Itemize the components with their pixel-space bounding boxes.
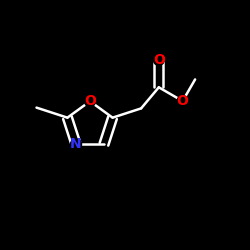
Circle shape: [153, 54, 164, 65]
Text: O: O: [84, 94, 96, 108]
Text: O: O: [153, 53, 165, 67]
Text: O: O: [177, 94, 188, 108]
Text: N: N: [70, 137, 82, 151]
Circle shape: [177, 96, 188, 106]
Circle shape: [84, 96, 96, 107]
Circle shape: [70, 139, 82, 150]
